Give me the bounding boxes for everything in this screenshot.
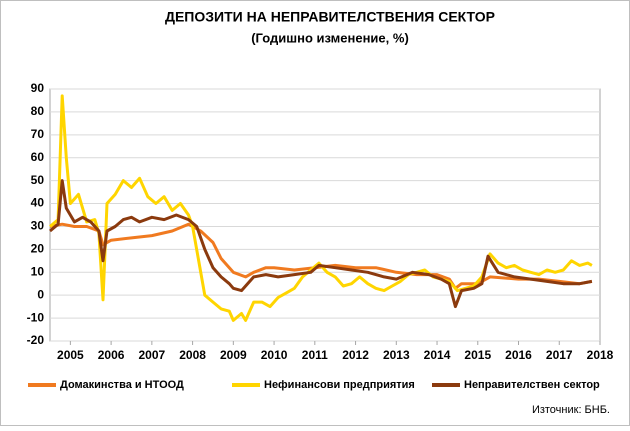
y-tick-label: 90 <box>31 81 45 95</box>
y-tick-label: 40 <box>31 196 45 210</box>
series-line <box>49 179 593 309</box>
y-tick-label: 50 <box>31 173 45 187</box>
x-tick-label: 2015 <box>464 348 491 362</box>
y-tick-label: 80 <box>31 104 45 118</box>
x-tick-label: 2014 <box>424 348 451 362</box>
chart-subtitle: (Годишно изменение, %) <box>251 30 409 45</box>
x-tick-label: 2011 <box>302 348 328 362</box>
source: Източник: БНБ. <box>532 404 610 416</box>
y-tick-label: 70 <box>31 127 45 141</box>
x-tick-label: 2016 <box>505 348 532 362</box>
chart-title: ДЕПОЗИТИ НА НЕПРАВИТЕЛСТВЕНИЯ СЕКТОР <box>165 9 495 25</box>
legend-label: Нефинансови предприятия <box>264 379 415 391</box>
x-tick-label: 2018 <box>587 348 614 362</box>
y-tick-label: 10 <box>31 264 45 278</box>
y-tick-label: 30 <box>31 219 45 233</box>
x-tick-label: 2005 <box>57 348 84 362</box>
x-tick-label: 2008 <box>179 348 206 362</box>
x-tick-label: 2006 <box>98 348 125 362</box>
series-line <box>49 222 593 290</box>
y-tick-label: 60 <box>31 150 45 164</box>
legend-label: Неправителствен сектор <box>464 379 600 391</box>
y-tick-label: -20 <box>27 333 45 347</box>
x-tick-label: 2013 <box>383 348 410 362</box>
y-tick-label: -10 <box>27 310 45 324</box>
y-tick-label: 0 <box>37 287 44 301</box>
legend-label: Домакинства и НТООД <box>60 379 184 391</box>
x-tick-label: 2012 <box>342 348 369 362</box>
x-tick-label: 2010 <box>261 348 288 362</box>
series-line <box>49 94 593 322</box>
plot-area <box>49 88 601 342</box>
x-tick-label: 2017 <box>546 348 573 362</box>
y-tick-label: 20 <box>31 242 45 256</box>
x-tick-label: 2009 <box>220 348 247 362</box>
x-tick-label: 2007 <box>139 348 166 362</box>
